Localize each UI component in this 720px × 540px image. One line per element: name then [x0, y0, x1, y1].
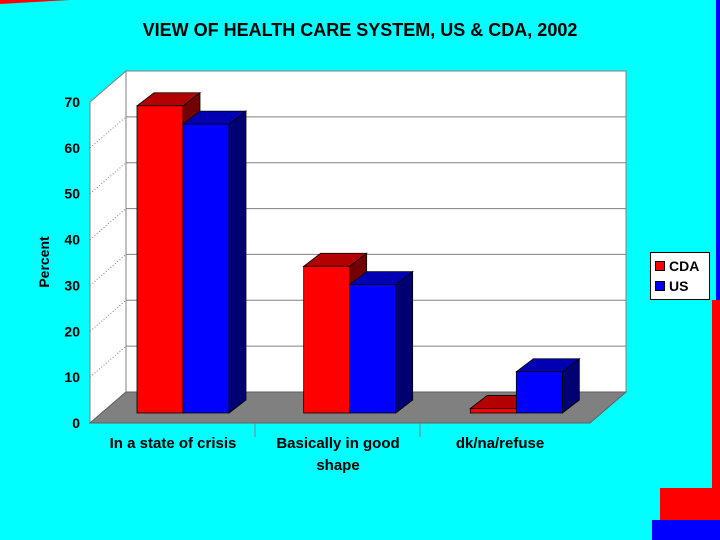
- corner-decoration-top-left: [0, 0, 70, 4]
- y-tick-40: 40: [64, 232, 80, 248]
- corner-decoration-right: [712, 300, 720, 540]
- bar-front-us-0: [182, 123, 230, 414]
- x-tick-1: Basically in good shape: [276, 435, 399, 474]
- y-tick-20: 20: [64, 323, 80, 339]
- y-tick-50: 50: [64, 186, 80, 202]
- gridline-side-40: [89, 208, 127, 240]
- legend-label-us: US: [669, 278, 689, 294]
- border-bottom-right: [652, 520, 720, 540]
- chart-title: VIEW OF HEALTH CARE SYSTEM, US & CDA, 20…: [142, 20, 578, 40]
- y-tick-30: 30: [64, 277, 80, 293]
- legend-swatch-cda: [655, 261, 665, 271]
- y-axis-label: Percent: [36, 236, 52, 288]
- x-tick-0: In a state of crisis: [110, 435, 237, 452]
- x-tick-labels: In a state of crisis Basically in good sha…: [110, 423, 544, 474]
- gridline-side-20: [89, 299, 127, 332]
- legend-swatch-us: [655, 281, 665, 291]
- bars: [135, 91, 581, 414]
- legend: CDA US: [650, 252, 710, 300]
- bar-front-cda-0: [136, 105, 184, 414]
- y-tick-0: 0: [72, 415, 80, 431]
- bar-us-0: [181, 110, 248, 414]
- gridline-side-70: [89, 70, 127, 103]
- bar-us-2: [515, 357, 581, 414]
- bar-side-us-1: [395, 270, 414, 414]
- y-tick-10: 10: [64, 369, 80, 385]
- border-right: [716, 0, 720, 300]
- gridline-side-50: [89, 162, 127, 195]
- bar-front-cda-2: [469, 408, 517, 414]
- gridline-side-60: [89, 116, 127, 149]
- bar-front-cda-1: [303, 265, 351, 414]
- x-tick-2: dk/na/refuse: [456, 435, 544, 452]
- legend-label-cda: CDA: [669, 258, 700, 274]
- gridline-side-10: [89, 345, 127, 378]
- gridline-side-30: [89, 254, 127, 286]
- bar-front-us-2: [515, 371, 563, 414]
- y-tick-70: 70: [64, 94, 80, 110]
- bar-front-us-1: [349, 284, 397, 414]
- legend-item-us: US: [655, 276, 705, 296]
- y-tick-labels: 0 10 20 30 40 50 60 70: [64, 94, 80, 431]
- y-tick-60: 60: [64, 140, 80, 156]
- bar-us-1: [348, 270, 414, 414]
- plot-side-wall: [89, 69, 127, 425]
- legend-item-cda: CDA: [655, 256, 705, 276]
- bar-side-us-0: [228, 110, 247, 414]
